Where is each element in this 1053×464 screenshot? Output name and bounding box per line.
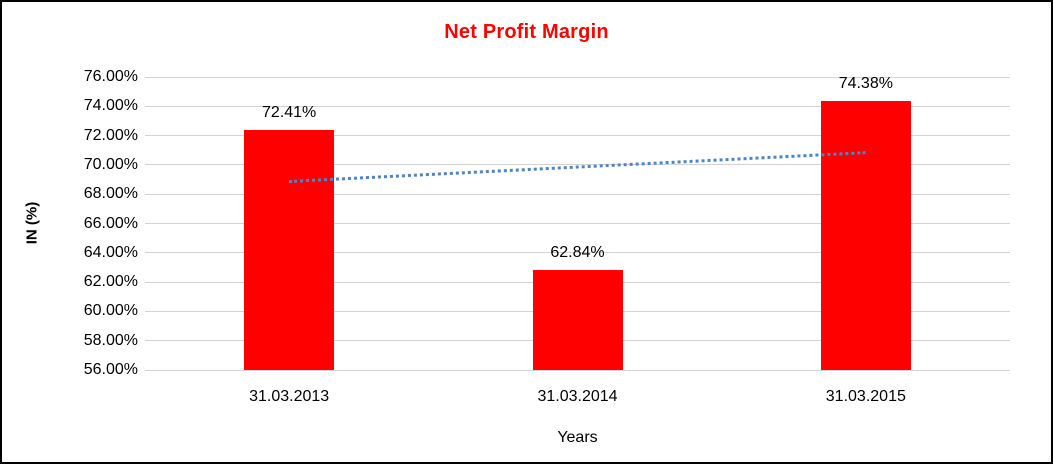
plot-area [145, 76, 1010, 371]
gridline [145, 76, 1010, 78]
bar-data-label: 72.41% [262, 103, 317, 121]
bar-31.03.2013 [244, 129, 335, 370]
bar-data-label: 62.84% [550, 243, 605, 261]
gridline [145, 252, 1010, 254]
bar-31.03.2015 [820, 100, 911, 370]
x-tick-label: 31.03.2015 [825, 388, 906, 405]
y-axis-title: IN (%) [23, 201, 41, 245]
gridline [145, 105, 1010, 107]
gridline [145, 223, 1010, 224]
x-axis-line [145, 369, 1010, 371]
chart-title: Net Profit Margin [444, 21, 609, 43]
bar-data-label: 74.38% [838, 74, 893, 92]
y-tick-label: 74.00% [83, 97, 138, 115]
gridline [145, 164, 1010, 166]
x-axis-title: Years [557, 429, 598, 446]
y-tick-label: 60.00% [83, 302, 138, 320]
gridline [145, 193, 1010, 195]
bar-31.03.2014 [532, 269, 623, 370]
gridline [145, 135, 1010, 137]
y-tick-label: 62.00% [83, 273, 138, 291]
y-tick-label: 72.00% [83, 126, 138, 144]
y-tick-label: 76.00% [83, 68, 138, 85]
y-tick-label: 66.00% [83, 214, 138, 232]
x-tick-label: 31.03.2014 [537, 388, 618, 405]
y-tick-label: 64.00% [83, 243, 138, 261]
y-tick-label: 56.00% [83, 361, 138, 378]
y-tick-label: 58.00% [83, 331, 138, 349]
y-tick-label: 68.00% [83, 185, 138, 203]
x-tick-label: 31.03.2013 [249, 388, 330, 405]
y-tick-label: 70.00% [83, 155, 138, 173]
